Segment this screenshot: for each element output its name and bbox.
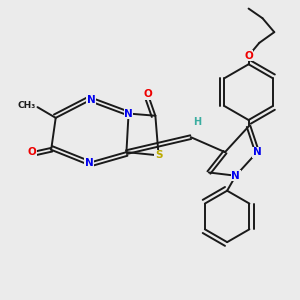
Text: N: N xyxy=(231,171,240,181)
Text: O: O xyxy=(143,89,152,99)
Text: N: N xyxy=(124,109,133,118)
Text: N: N xyxy=(87,94,95,105)
Text: N: N xyxy=(85,158,93,168)
Text: H: H xyxy=(193,117,201,127)
Text: O: O xyxy=(244,51,253,61)
Text: CH₃: CH₃ xyxy=(17,100,35,109)
Text: N: N xyxy=(253,147,262,157)
Text: S: S xyxy=(155,150,162,161)
Text: O: O xyxy=(28,147,37,157)
